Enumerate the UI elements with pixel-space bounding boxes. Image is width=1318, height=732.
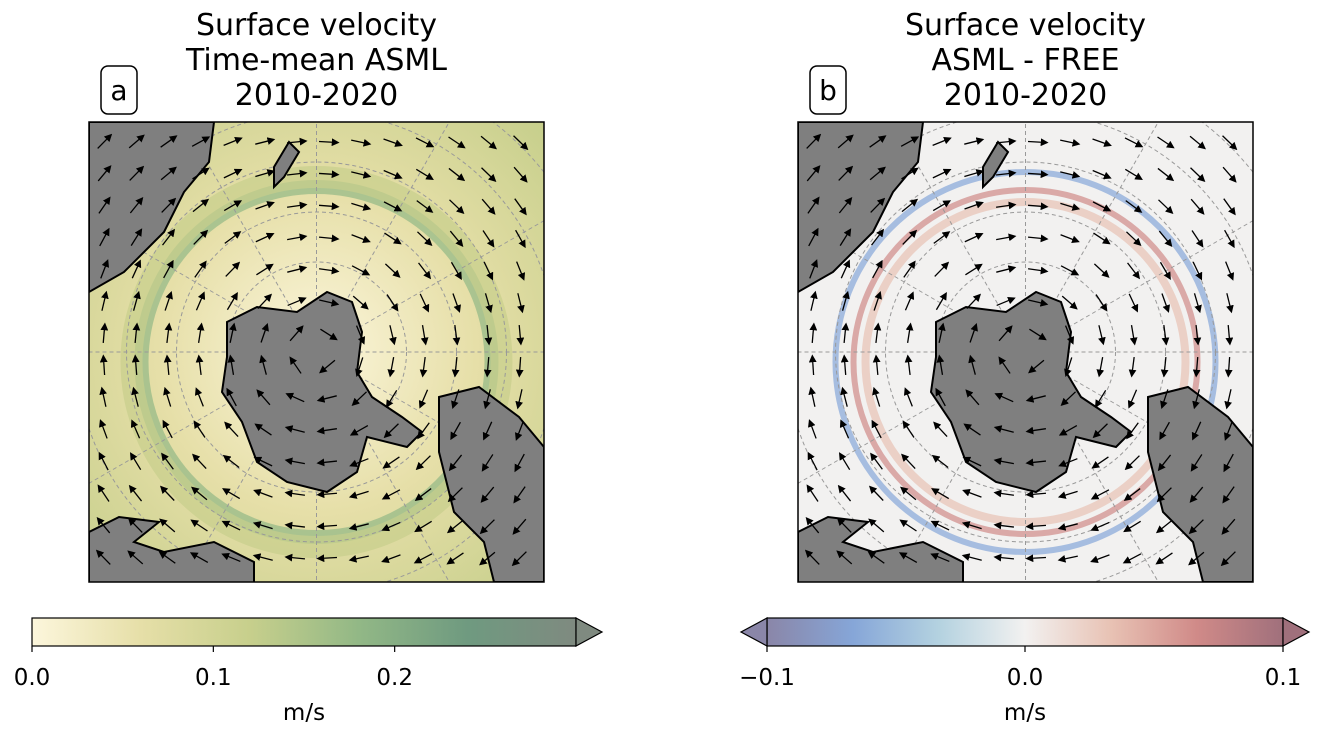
panel-title: ASML - FREE (931, 43, 1119, 78)
colorbar-unit: m/s (1004, 700, 1046, 726)
colorbar (32, 618, 576, 646)
colorbar-tick-label: 0.1 (195, 665, 232, 691)
colorbar (767, 618, 1283, 646)
colorbar-extend (741, 618, 767, 646)
panel-title: 2010-2020 (235, 78, 399, 113)
colorbar-tick-label: 0.0 (14, 665, 51, 691)
colorbar-unit: m/s (283, 700, 325, 726)
colorbar-tick-label: 0.1 (1265, 665, 1302, 691)
panel-title: Surface velocity (905, 8, 1146, 43)
panel-label: a (110, 74, 127, 107)
panel-title: 2010-2020 (944, 78, 1108, 113)
colorbar-extend (1283, 618, 1309, 646)
panel-title: Time-mean ASML (185, 43, 447, 78)
panel-title: Surface velocity (196, 8, 437, 43)
colorbar-tick-label: 0.2 (376, 665, 413, 691)
panel-label: b (819, 74, 837, 107)
colorbar-tick-label: 0.0 (1007, 665, 1044, 691)
colorbar-tick-label: −0.1 (739, 665, 795, 691)
colorbar-extend (576, 618, 602, 646)
